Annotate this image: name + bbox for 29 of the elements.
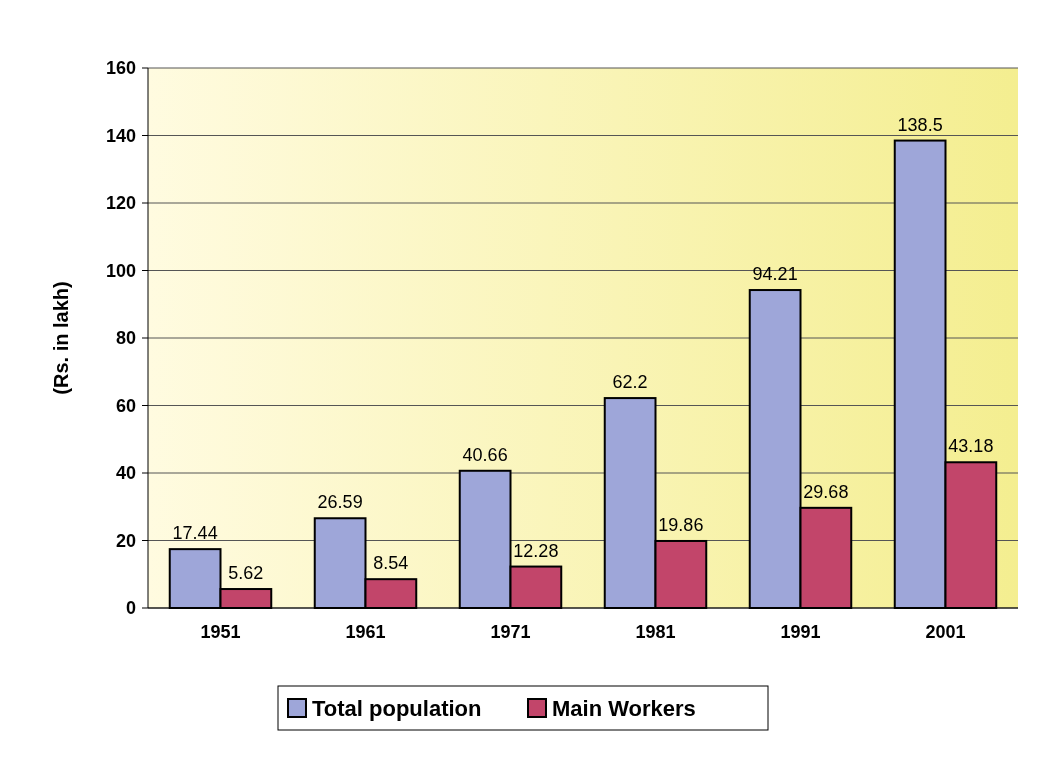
y-axis-title: (Rs. in lakh): [50, 281, 72, 395]
data-label: 43.18: [948, 436, 994, 457]
data-label: 5.62: [228, 563, 264, 584]
y-tick-label: 40: [115, 463, 136, 484]
data-label: 40.66: [462, 444, 508, 465]
x-tick-label: 1951: [200, 622, 241, 642]
y-tick-label: 100: [105, 260, 136, 281]
x-tick-label: 1991: [780, 622, 821, 642]
data-label: 17.44: [172, 523, 218, 544]
data-label: 62.2: [612, 372, 648, 393]
y-tick-label: 80: [115, 328, 136, 349]
y-tick-label: 160: [105, 58, 136, 79]
x-tick-label: 1961: [345, 622, 386, 642]
data-label: 29.68: [803, 481, 849, 502]
y-tick-label: 60: [115, 395, 136, 416]
data-label: 8.54: [373, 553, 409, 574]
data-label: 12.28: [513, 540, 559, 561]
x-tick-label: 2001: [925, 622, 966, 642]
x-tick-label: 1981: [635, 622, 676, 642]
y-tick-label: 20: [115, 530, 136, 551]
legend-label: Main Workers: [552, 695, 696, 721]
y-tick-label: 120: [105, 193, 136, 214]
x-tick-label: 1971: [490, 622, 531, 642]
legend-label: Total population: [312, 695, 482, 721]
data-label: 138.5: [897, 114, 943, 135]
y-tick-label: 0: [125, 598, 136, 619]
y-tick-label: 140: [105, 125, 136, 146]
data-label: 19.86: [658, 514, 704, 535]
data-label: 26.59: [317, 492, 363, 513]
